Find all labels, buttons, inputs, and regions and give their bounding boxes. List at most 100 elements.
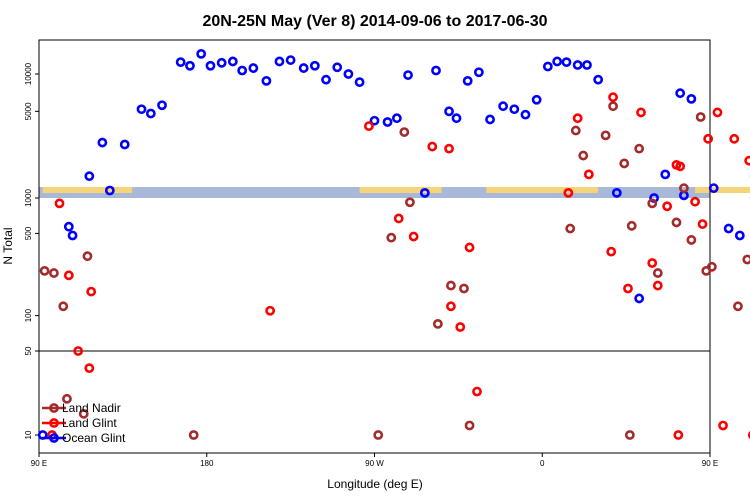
land-glint-point (744, 155, 750, 166)
ocean-glint-point (419, 187, 430, 198)
land-glint-point (690, 196, 700, 207)
land-glint-point (572, 113, 583, 124)
land-glint-point (636, 107, 646, 118)
ocean-glint-point (391, 113, 402, 124)
y-tick-label: 500 (24, 226, 33, 240)
y-tick-label: 50 (24, 346, 33, 355)
land-nadir-point (446, 280, 456, 291)
ocean-glint-point (561, 57, 572, 68)
ocean-glint-point (205, 60, 216, 71)
chart-title: 20N-25N May (Ver 8) 2014-09-06 to 2017-0… (202, 13, 547, 30)
ocean-glint-point (298, 63, 309, 73)
land-nadir-point (62, 393, 72, 404)
ocean-glint-point (285, 55, 296, 65)
ocean-glint-point (451, 113, 462, 124)
ocean-glint-point (582, 60, 592, 70)
land-nadir-point (459, 283, 469, 294)
y-tick-label: 10000 (24, 62, 33, 85)
ocean-glint-point (572, 60, 583, 70)
land-nadir-point (578, 150, 589, 161)
ocean-glint-point (175, 57, 186, 68)
ocean-glint-point (431, 65, 441, 76)
land-glint-point (73, 346, 84, 356)
x-axis-title: Longitude (deg E) (327, 477, 422, 491)
land-nadir-point (565, 223, 576, 234)
land-glint-point (712, 107, 723, 118)
land-nadir-point (624, 430, 635, 440)
legend-marker (49, 418, 59, 428)
ocean-glint-point (473, 67, 484, 78)
land-band (695, 187, 750, 193)
ocean-glint-point (248, 63, 259, 73)
land-nadir-point (706, 261, 717, 272)
land-glint-point (563, 187, 574, 198)
land-glint-point (673, 430, 684, 440)
land-nadir-point (386, 232, 397, 243)
land-nadir-point (373, 430, 384, 440)
ocean-glint-point (675, 88, 686, 99)
land-glint-point (444, 143, 454, 154)
ocean-glint-point (686, 93, 697, 104)
x-tick-label: 90 E (702, 459, 718, 468)
land-nadir-point (600, 130, 611, 141)
y-tick-label: 10 (24, 430, 33, 439)
land-nadir-point (188, 430, 199, 440)
ocean-glint-point (723, 223, 734, 234)
legend-label: Land Nadir (62, 401, 121, 415)
land-nadir-point (399, 127, 410, 137)
land-glint-point (606, 246, 617, 257)
land-glint-point (703, 133, 714, 144)
ocean-glint-point (498, 101, 509, 112)
land-glint-point (647, 258, 658, 268)
land-glint-point (54, 198, 65, 209)
land-glint-point (662, 201, 673, 212)
legend-label: Land Glint (62, 416, 117, 430)
data-points (37, 48, 750, 440)
land-glint-point (608, 92, 618, 103)
land-nadir-point (626, 220, 637, 231)
land-glint-point (675, 161, 686, 172)
land-nadir-point (652, 268, 663, 278)
land-glint-point (364, 121, 374, 132)
ocean-glint-point (444, 106, 454, 117)
land-glint-point (427, 141, 438, 152)
ocean-glint-point (237, 65, 248, 76)
ocean-glint-point (403, 70, 413, 80)
land-nadir-point (78, 408, 89, 419)
ocean-glint-point (119, 139, 130, 150)
ocean-glint-point (157, 100, 167, 111)
ocean-glint-point (332, 62, 343, 73)
ocean-glint-point (369, 115, 380, 126)
land-glint-point (455, 322, 466, 332)
x-tick-label: 180 (200, 459, 214, 468)
legend-label: Ocean Glint (62, 431, 126, 445)
x-tick-label: 90 E (31, 459, 47, 468)
land-glint-point (472, 386, 482, 397)
ocean-glint-point (67, 230, 78, 241)
land-nadir-point (82, 251, 93, 262)
ocean-glint-point (634, 293, 645, 304)
ocean-glint-point (63, 221, 74, 232)
land-glint-point (623, 283, 633, 294)
land-nadir-point (634, 143, 645, 154)
ocean-glint-point (520, 109, 531, 120)
land-nadir-point (647, 198, 658, 209)
ocean-glint-point (552, 56, 563, 67)
ocean-glint-point (227, 56, 238, 67)
ocean-glint-point (321, 74, 331, 85)
ocean-glint-point (611, 187, 622, 198)
land-glint-point (408, 231, 419, 242)
ocean-glint-point (196, 48, 207, 59)
land-nadir-point (49, 268, 59, 278)
land-glint-point (718, 420, 728, 431)
x-axis: 90 E 180 90 W 0 90 E (31, 453, 718, 468)
ocean-glint-point (216, 57, 227, 68)
legend-marker (49, 403, 59, 413)
ocean-glint-point (531, 94, 542, 105)
land-glint-point (446, 301, 456, 312)
x-tick-label: 0 (540, 459, 545, 468)
ocean-glint-point (734, 230, 745, 241)
